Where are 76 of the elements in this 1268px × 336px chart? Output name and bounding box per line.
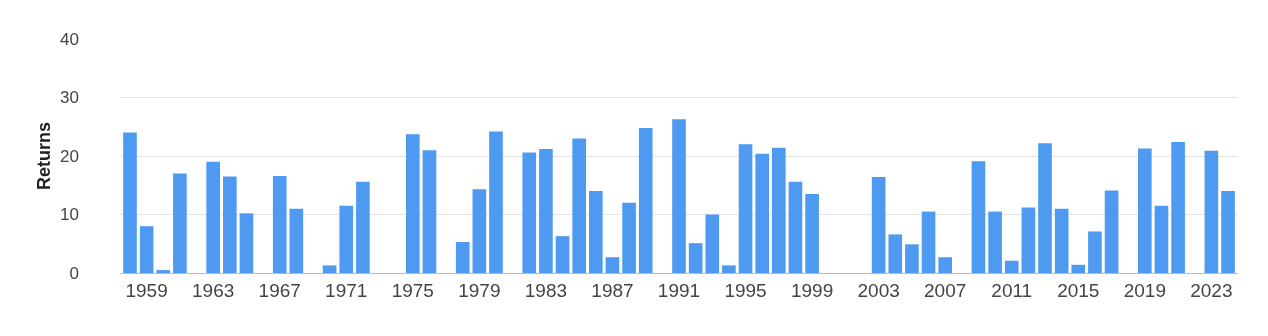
bar bbox=[156, 270, 171, 273]
x-tick-label: 2023 bbox=[1190, 279, 1233, 301]
bar bbox=[1104, 190, 1119, 273]
x-tick-label: 2011 bbox=[991, 279, 1033, 301]
bar bbox=[123, 132, 137, 273]
bar bbox=[588, 191, 603, 273]
bar bbox=[788, 181, 803, 273]
bar bbox=[888, 234, 903, 273]
bar bbox=[222, 176, 237, 273]
bar bbox=[1054, 208, 1069, 273]
x-tick-label: 2015 bbox=[1057, 279, 1100, 301]
bar bbox=[638, 127, 653, 273]
bar bbox=[805, 194, 819, 273]
x-tick-label: 1967 bbox=[258, 279, 301, 301]
x-tick-label: 1983 bbox=[524, 279, 568, 301]
bar bbox=[938, 257, 953, 273]
bar bbox=[322, 265, 337, 273]
x-tick-label: 1963 bbox=[192, 279, 235, 301]
bar bbox=[921, 211, 936, 273]
bar bbox=[772, 147, 786, 273]
bar bbox=[1221, 191, 1235, 273]
bar bbox=[239, 213, 254, 273]
x-tick-label: 2003 bbox=[857, 279, 900, 301]
y-tick-label: 30 bbox=[60, 88, 79, 108]
bar bbox=[705, 214, 720, 273]
bar bbox=[1088, 231, 1102, 273]
bar bbox=[688, 243, 703, 273]
x-tick-label: 1959 bbox=[125, 279, 168, 301]
x-tick-label: 1995 bbox=[724, 279, 767, 301]
bar bbox=[1038, 143, 1052, 273]
bar bbox=[905, 244, 919, 273]
bar bbox=[139, 226, 154, 273]
bar bbox=[522, 152, 537, 273]
bar bbox=[455, 242, 470, 273]
bar bbox=[489, 131, 503, 273]
bar bbox=[722, 265, 736, 273]
x-tick-label: 1975 bbox=[391, 279, 434, 301]
bar bbox=[672, 119, 686, 273]
bar bbox=[289, 208, 304, 273]
x-tick-label: 2007 bbox=[924, 279, 967, 301]
x-tick-label: 1991 bbox=[657, 279, 701, 301]
y-tick-label: 0 bbox=[69, 263, 79, 283]
bar bbox=[206, 161, 220, 273]
bar bbox=[871, 177, 886, 273]
y-tick-label: 40 bbox=[60, 29, 79, 49]
x-tick-label: 1971 bbox=[325, 279, 368, 301]
bar bbox=[1171, 141, 1185, 273]
bar bbox=[738, 144, 753, 273]
bar bbox=[971, 161, 986, 273]
bar bbox=[1021, 207, 1036, 273]
x-tick-label: 1987 bbox=[591, 279, 634, 301]
bar bbox=[356, 181, 370, 273]
bar bbox=[1138, 148, 1152, 273]
bar bbox=[555, 236, 570, 273]
x-tick-label: 2019 bbox=[1123, 279, 1166, 301]
bar bbox=[605, 257, 620, 273]
y-axis-title: Returns bbox=[34, 121, 55, 191]
bar bbox=[1004, 260, 1019, 273]
x-tick-label: 1999 bbox=[790, 279, 834, 301]
bar bbox=[173, 173, 187, 273]
bar bbox=[622, 202, 636, 273]
bar bbox=[472, 189, 487, 273]
bar bbox=[1154, 205, 1169, 273]
y-tick-label: 20 bbox=[60, 146, 79, 166]
bar bbox=[539, 148, 553, 273]
bar bbox=[1071, 264, 1086, 273]
bar bbox=[272, 175, 287, 273]
y-tick-label: 10 bbox=[60, 205, 79, 225]
bar bbox=[572, 138, 586, 273]
bar bbox=[755, 153, 770, 273]
bar bbox=[339, 205, 354, 273]
bar bbox=[422, 150, 437, 273]
bar bbox=[1204, 150, 1219, 273]
bar bbox=[405, 134, 420, 273]
bar bbox=[988, 211, 1002, 273]
x-tick-label: 1979 bbox=[458, 279, 501, 301]
